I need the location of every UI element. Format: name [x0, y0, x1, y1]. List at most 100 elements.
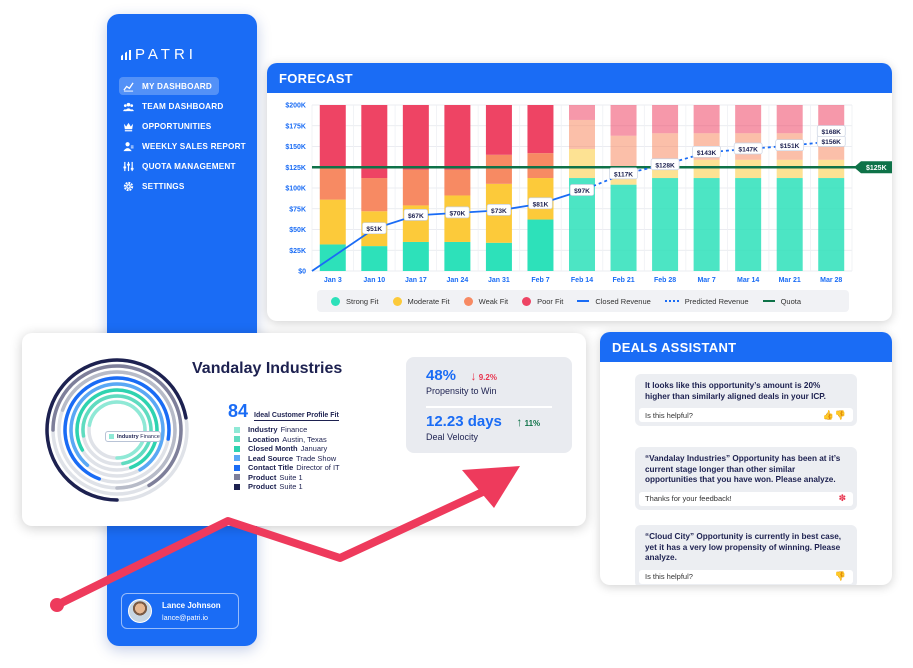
attribute-swatch [234, 436, 240, 443]
assistant-message: “Vandalay Industries” Opportunity has be… [635, 447, 857, 510]
point-label-box [650, 158, 680, 171]
attribute-label: Contact Title [248, 463, 294, 473]
attribute-value: Suite 1 [279, 472, 303, 482]
ring-arc [87, 400, 147, 460]
legend-swatch [331, 296, 340, 306]
point-label-box [569, 184, 595, 196]
bar-segment [610, 105, 637, 136]
propensity-value: 48% [426, 367, 457, 384]
user-profile-card[interactable]: Lance Johnson lance@patri.io [121, 593, 239, 629]
legend-swatch [463, 296, 473, 306]
icp-attribute-row: Product Suite 1 [234, 482, 340, 492]
sidebar-item-weekly-sales-report[interactable]: WEEKLY SALES REPORT [119, 137, 253, 155]
sidebar-item-quota-management[interactable]: QUOTA MANAGEMENT [119, 157, 253, 175]
legend-predicted-revenue[interactable]: Predicted Revenue [664, 297, 749, 306]
assistant-message: It looks like this opportunity’s amount … [635, 374, 857, 426]
sidebar-nav: MY DASHBOARD TEAM DASHBOARD OPPORTUNITIE… [119, 77, 253, 197]
sidebar-item-settings[interactable]: SETTINGS [119, 177, 253, 195]
message-text: It looks like this opportunity’s amount … [645, 381, 826, 401]
sidebar-item-my-dashboard[interactable]: MY DASHBOARD [119, 77, 219, 95]
avatar[interactable] [128, 599, 152, 623]
x-tick-label: Jan 31 [488, 277, 510, 284]
attribute-label: Product [248, 472, 277, 482]
bar-segment [361, 246, 388, 271]
legend-swatch [522, 296, 532, 306]
sidebar-item-opportunities[interactable]: OPPORTUNITIES [119, 117, 253, 135]
bar-segment [444, 241, 471, 271]
user-name: Lance Johnson [162, 600, 221, 610]
attribute-label: Industry [248, 425, 278, 435]
sidebar-item-label: MY DASHBOARD [142, 81, 213, 91]
bar-segment [569, 119, 595, 149]
icp-attributes-list: Industry Finance Location Austin, Texas Clos… [234, 425, 340, 492]
point-label: $97K [574, 188, 590, 195]
bar-segment [735, 178, 762, 271]
legend-quota[interactable]: Quota [762, 297, 801, 306]
bar-segment [693, 159, 720, 179]
arrow-up-icon: ↑ [516, 415, 523, 429]
legend-strong-fit[interactable]: Strong Fit [331, 296, 379, 306]
bar-segment [444, 169, 471, 196]
point-label: $81K [533, 201, 549, 208]
y-tick-label: $0 [298, 269, 306, 276]
attribute-value: Director of IT [296, 463, 340, 473]
propensity-label: Propensity to Win [426, 386, 497, 396]
y-tick-label: $200K [285, 103, 306, 110]
ring-tag-swatch [109, 434, 114, 439]
attribute-swatch [234, 464, 240, 471]
legend-closed-revenue[interactable]: Closed Revenue [577, 296, 651, 306]
user-report-icon [123, 141, 134, 151]
patri-logo[interactable]: PATRI [121, 46, 197, 63]
point-label: $151K [780, 143, 800, 150]
propensity-delta-value: 9.2% [478, 373, 497, 382]
ring-arc [81, 394, 153, 466]
velocity-delta-value: 11% [524, 419, 541, 428]
icp-attribute-row: Industry Finance [234, 425, 340, 435]
point-label-box [775, 139, 805, 152]
attribute-label: Lead Source [248, 453, 294, 463]
x-tick-label: Jan 24 [446, 277, 468, 284]
icp-attribute-row: Closed Month January [234, 444, 340, 454]
sidebar-item-label: SETTINGS [142, 181, 185, 191]
bar-segment [818, 178, 845, 271]
ring-tag: Industry Finance [105, 431, 161, 442]
legend-label: Strong Fit [346, 296, 379, 306]
icp-attribute-row: Lead Source Trade Show [234, 454, 340, 464]
legend-poor-fit[interactable]: Poor Fit [522, 296, 563, 306]
point-label: $168K [822, 129, 842, 136]
message-text: “Cloud City” Opportunity is currently in… [645, 532, 842, 562]
x-tick-label: Mar 7 [697, 277, 715, 284]
y-tick-label: $175K [285, 123, 306, 130]
point-label: $70K [450, 210, 466, 217]
thumbs-up-icon[interactable]: 👍 [822, 409, 835, 420]
legend-swatch [664, 300, 679, 302]
y-tick-label: $100K [285, 186, 306, 193]
feedback-thumbs: 👎 [835, 571, 847, 582]
bar-segment [527, 105, 554, 154]
bar-segment [776, 105, 803, 134]
attribute-label: Location [248, 434, 280, 444]
sidebar-item-label: QUOTA MANAGEMENT [142, 161, 236, 171]
thumbs-down-icon[interactable]: 👎 [834, 571, 847, 581]
sidebar-item-team-dashboard[interactable]: TEAM DASHBOARD [119, 97, 253, 115]
legend-swatch [392, 296, 402, 306]
forecast-card: FORECAST $0 $25K $50K $75K $100K $125K $150K $1… [267, 63, 892, 321]
legend-label: Closed Revenue [595, 296, 651, 306]
thumbs-down-icon[interactable]: 👎 [834, 409, 847, 420]
message-feedback: Is this helpful? 👍👎 [639, 408, 853, 422]
gear-icon [123, 181, 134, 191]
feedback-prompt: Is this helpful? [645, 572, 693, 581]
legend-moderate-fit[interactable]: Moderate Fit [392, 296, 450, 306]
x-tick-label: Feb 21 [612, 277, 634, 284]
legend-weak-fit[interactable]: Weak Fit [463, 296, 508, 306]
velocity-delta: ↑ 11% [516, 415, 540, 429]
velocity-metric: 12.23 days ↑ 11% Deal Velocity [426, 413, 540, 442]
point-label-box [528, 197, 553, 210]
point-label-box [733, 142, 763, 155]
message-feedback: Thanks for your feedback! ✽ [639, 491, 853, 506]
point-label-box [403, 209, 428, 221]
bar-segment [444, 105, 471, 170]
y-tick-label: $50K [289, 227, 306, 234]
icp-attribute-row: Product Suite 1 [234, 473, 340, 483]
message-feedback: Is this helpful? 👎 [639, 569, 853, 584]
